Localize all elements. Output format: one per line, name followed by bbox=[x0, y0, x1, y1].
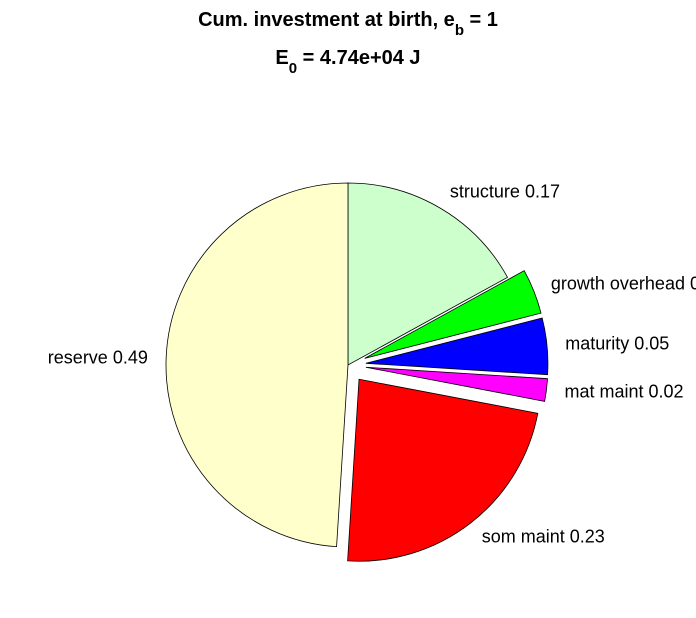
slice-label: maturity 0.05 bbox=[565, 333, 669, 353]
title-segment: 0 bbox=[289, 60, 297, 77]
pie-slice bbox=[365, 366, 548, 402]
pie-slice bbox=[364, 270, 542, 359]
slice-value: 0.04 bbox=[690, 273, 696, 293]
pie-slice bbox=[347, 378, 539, 562]
slice-name: reserve bbox=[48, 347, 108, 367]
pie-slice bbox=[365, 317, 549, 376]
chart-title: Cum. investment at birth, eb = 1 bbox=[198, 9, 498, 39]
slice-label: growth overhead 0.04 bbox=[551, 273, 696, 293]
pie-slice bbox=[347, 182, 509, 366]
slice-label: mat maint 0.02 bbox=[564, 381, 683, 401]
slice-label: som maint 0.23 bbox=[482, 526, 605, 546]
chart-title: E0 = 4.74e+04 J bbox=[275, 47, 420, 77]
slice-value: 0.49 bbox=[113, 347, 148, 367]
slice-label: structure 0.17 bbox=[450, 181, 560, 201]
slice-value: 0.23 bbox=[570, 526, 605, 546]
slice-value: 0.17 bbox=[525, 181, 560, 201]
title-segment: = 1 bbox=[464, 9, 498, 31]
title-segment: Cum. investment at birth, e bbox=[198, 9, 455, 31]
slice-name: som maint bbox=[482, 526, 565, 546]
slice-name: growth overhead bbox=[551, 273, 685, 293]
title-segment: = 4.74e+04 J bbox=[297, 47, 420, 69]
slice-value: 0.05 bbox=[634, 333, 669, 353]
slice-name: maturity bbox=[565, 333, 629, 353]
slice-label: reserve 0.49 bbox=[48, 347, 148, 367]
title-segment: E bbox=[275, 47, 288, 69]
slice-value: 0.02 bbox=[649, 381, 684, 401]
title-segment: b bbox=[455, 22, 464, 39]
slice-name: mat maint bbox=[564, 381, 643, 401]
slice-name: structure bbox=[450, 181, 520, 201]
pie-slice bbox=[165, 182, 349, 548]
